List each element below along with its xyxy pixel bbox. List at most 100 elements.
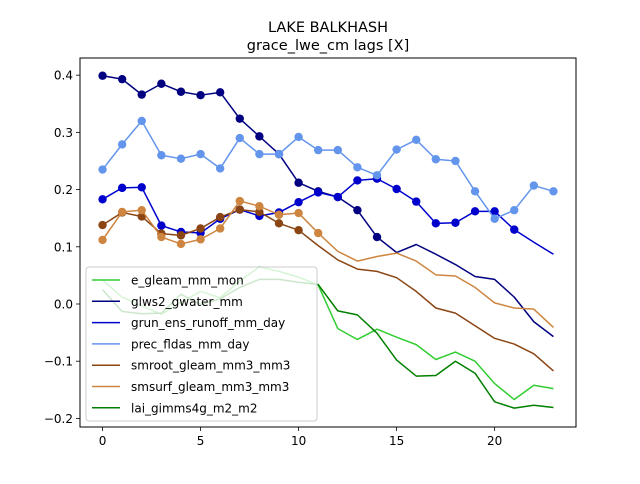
- data-point: [117, 74, 127, 84]
- data-point: [372, 232, 382, 242]
- data-point: [490, 207, 499, 216]
- data-point: [196, 224, 205, 233]
- data-point: [294, 226, 303, 235]
- data-point: [215, 88, 225, 97]
- data-point: [353, 176, 362, 185]
- data-point: [235, 133, 244, 143]
- data-point: [98, 195, 107, 204]
- data-point: [137, 205, 146, 215]
- data-point: [372, 171, 382, 180]
- y-tick-label: 0.4: [54, 69, 73, 83]
- data-point: [392, 145, 401, 154]
- data-point: [196, 90, 205, 100]
- data-point: [235, 114, 244, 123]
- data-point: [412, 197, 421, 206]
- data-point: [117, 207, 127, 217]
- data-point: [294, 178, 303, 187]
- data-point: [176, 87, 186, 96]
- data-point: [196, 235, 205, 244]
- legend: e_gleam_mm_mon glws2_gwater_mm grun_ens_ru…: [85, 266, 318, 422]
- x-tick-label: 15: [389, 434, 404, 448]
- x-tick-label: 20: [487, 434, 502, 448]
- x-tick-label: 10: [291, 434, 306, 448]
- y-tick-label: −0.1: [44, 355, 73, 369]
- data-point: [333, 192, 342, 202]
- y-tick-label: 0.3: [54, 126, 73, 140]
- legend-label: prec_fldas_mm_day: [131, 337, 250, 351]
- data-point: [157, 79, 166, 88]
- data-point: [98, 220, 107, 230]
- axis-layer: 0 5 10 15 20 −0.2 −0.1 0.0 0.1 0.2 0.3 0.4: [44, 69, 502, 448]
- data-point: [470, 207, 480, 216]
- data-point: [157, 232, 166, 242]
- data-point: [235, 205, 244, 214]
- data-point: [451, 156, 460, 166]
- data-point: [255, 201, 264, 211]
- chart-title: LAKE BALKHASH: [268, 20, 388, 36]
- data-point: [117, 140, 127, 149]
- series-smsurf_gleam_mm3_mm3: [98, 196, 554, 329]
- data-point: [215, 212, 225, 222]
- data-point: [294, 197, 303, 207]
- data-point: [470, 187, 480, 196]
- data-point: [98, 165, 107, 174]
- data-point: [431, 219, 441, 228]
- data-point: [431, 155, 441, 164]
- data-point: [274, 210, 284, 219]
- data-point: [392, 184, 401, 194]
- data-point: [451, 218, 460, 227]
- data-point: [314, 145, 323, 155]
- data-point: [255, 132, 264, 141]
- data-point: [196, 149, 205, 159]
- data-point: [490, 214, 499, 223]
- data-point: [255, 149, 264, 159]
- data-point: [98, 235, 107, 245]
- legend-label: smroot_gleam_mm3_mm3: [131, 359, 290, 373]
- data-point: [314, 188, 323, 197]
- legend-box: [85, 266, 318, 422]
- x-tick-label: 0: [99, 434, 107, 448]
- data-point: [549, 187, 558, 196]
- data-point: [98, 71, 107, 80]
- x-tick-label: 5: [197, 434, 205, 448]
- data-point: [353, 163, 362, 172]
- data-point: [294, 132, 303, 142]
- series-prec_fldas_mm_day: [98, 116, 558, 223]
- data-point: [117, 183, 127, 193]
- plot-frame: [79, 57, 577, 428]
- legend-label: smsurf_gleam_mm3_mm3: [131, 380, 289, 394]
- data-point: [529, 181, 539, 190]
- data-point: [176, 154, 186, 163]
- data-point: [215, 164, 225, 173]
- data-point: [137, 116, 146, 126]
- legend-label: glws2_gwater_mm: [131, 295, 243, 309]
- data-point: [314, 228, 323, 238]
- data-point: [353, 205, 362, 215]
- data-point: [412, 135, 421, 145]
- series-layer: [98, 71, 558, 409]
- data-point: [215, 224, 225, 233]
- data-point: [137, 212, 146, 221]
- legend-label: e_gleam_mm_mon: [131, 274, 244, 288]
- data-point: [176, 239, 186, 249]
- data-point: [157, 221, 166, 230]
- data-point: [510, 225, 519, 234]
- y-tick-label: 0.0: [54, 298, 73, 312]
- data-point: [510, 205, 519, 215]
- data-point: [157, 151, 166, 160]
- data-point: [176, 231, 186, 240]
- legend-items: e_gleam_mm_mon glws2_gwater_mm grun_ens_ru…: [92, 274, 290, 415]
- data-point: [274, 149, 284, 159]
- legend-label: grun_ens_runoff_mm_day: [131, 316, 285, 330]
- legend-label: lai_gimms4g_m2_m2: [131, 401, 258, 415]
- y-tick-label: 0.1: [54, 240, 73, 254]
- data-point: [235, 196, 244, 206]
- data-point: [294, 208, 303, 218]
- data-point: [137, 90, 146, 99]
- y-tick-label: 0.2: [54, 183, 73, 197]
- chart-subtitle: grace_lwe_cm lags [X]: [247, 38, 410, 54]
- data-point: [274, 219, 284, 228]
- data-point: [333, 145, 342, 155]
